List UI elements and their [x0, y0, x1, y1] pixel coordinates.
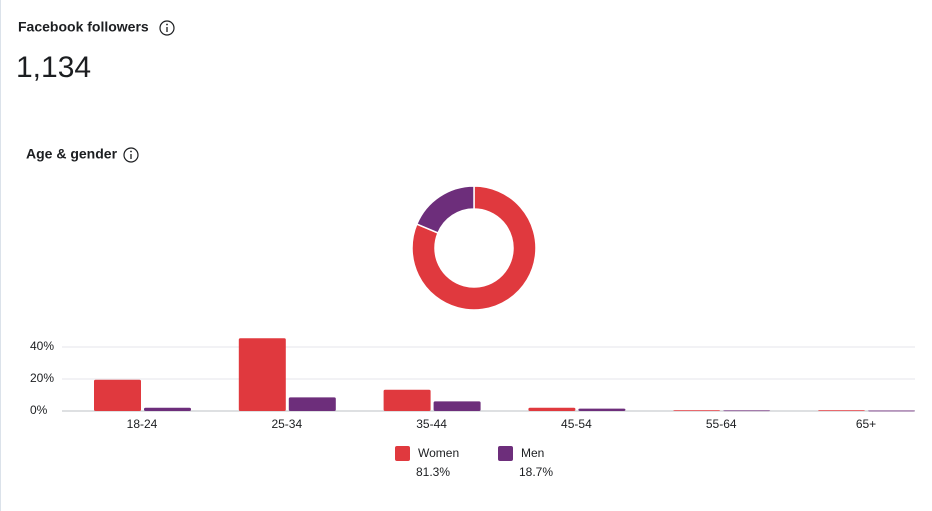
legend-swatch	[395, 446, 410, 461]
bar	[818, 410, 865, 411]
section-title: Age & gender	[26, 146, 118, 162]
followers-title: Facebook followers	[18, 19, 149, 35]
legend-swatch	[498, 446, 513, 461]
x-tick-label: 55-64	[706, 417, 737, 431]
y-tick-label: 0%	[30, 403, 48, 417]
bar	[578, 408, 626, 411]
bar	[383, 389, 431, 411]
legend-percent: 18.7%	[519, 465, 553, 479]
bar	[673, 410, 721, 411]
x-tick-label: 18-24	[127, 417, 158, 431]
bar	[528, 407, 576, 411]
info-icon[interactable]	[123, 147, 139, 163]
bar	[94, 379, 141, 411]
followers-count: 1,134	[16, 51, 91, 84]
bar	[868, 410, 915, 412]
donut-segment	[415, 185, 475, 234]
x-tick-label: 45-54	[561, 417, 592, 431]
donut-segment	[411, 185, 537, 311]
bar	[288, 397, 336, 411]
y-tick-label: 20%	[30, 371, 54, 385]
x-tick-label: 25-34	[271, 417, 302, 431]
info-icon[interactable]	[159, 20, 175, 36]
legend-label: Men	[521, 446, 544, 460]
legend-label: Women	[418, 446, 459, 460]
bar	[144, 407, 191, 411]
bar	[238, 338, 286, 411]
x-tick-label: 35-44	[416, 417, 447, 431]
x-tick-label: 65+	[856, 417, 876, 431]
bar	[723, 410, 771, 412]
legend-percent: 81.3%	[416, 465, 450, 479]
bar	[433, 401, 481, 411]
y-tick-label: 40%	[30, 339, 54, 353]
